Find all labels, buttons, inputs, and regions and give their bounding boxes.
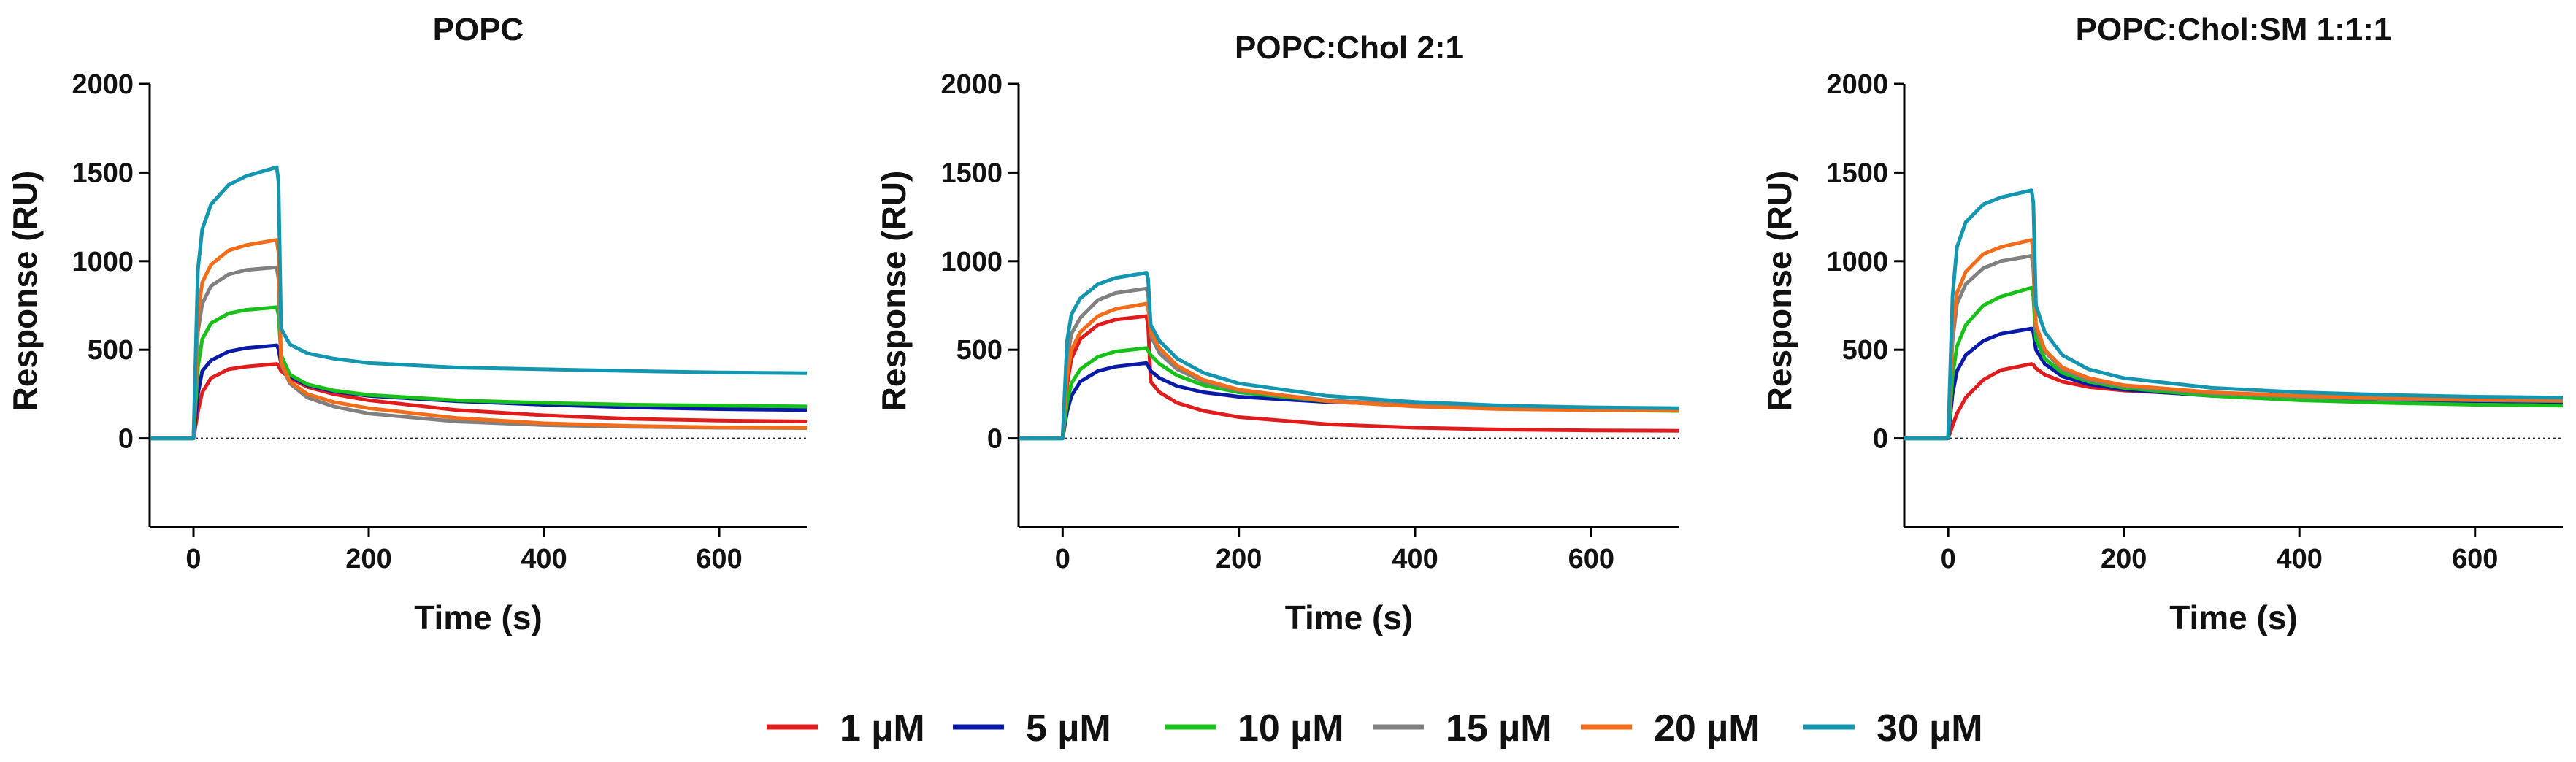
y-axis-label: Response (RU) <box>875 171 913 412</box>
legend-label: 30 µM <box>1877 707 1983 750</box>
legend-label: 15 µM <box>1446 707 1552 750</box>
y-tick-label: 500 <box>88 335 134 366</box>
y-tick-label: 0 <box>1873 424 1888 455</box>
y-tick-label: 1000 <box>72 247 134 277</box>
x-axis-label: Time (s) <box>1285 599 1414 636</box>
chart-title: POPC:Chol 2:1 <box>1235 30 1463 66</box>
series-line-15m <box>1904 254 2564 441</box>
y-axis-label: Response (RU) <box>6 171 44 412</box>
y-tick-label: 1500 <box>72 158 134 188</box>
x-tick-label: 400 <box>1392 544 1438 574</box>
y-tick-label: 2000 <box>72 69 134 100</box>
y-tick-label: 1500 <box>940 158 1003 188</box>
y-tick-label: 500 <box>957 335 1003 366</box>
series-line-20m <box>150 238 808 441</box>
chart-title: POPC <box>433 12 524 47</box>
series-line-15m <box>1019 286 1680 441</box>
x-tick-label: 600 <box>1568 544 1614 574</box>
y-axis-label: Response (RU) <box>1760 171 1798 412</box>
series-line-20m <box>1904 238 2564 441</box>
series-line-5m <box>1904 326 2564 441</box>
series-line-5m <box>150 343 808 441</box>
series-line-20m <box>1019 301 1680 441</box>
y-tick-label: 500 <box>1842 335 1888 366</box>
x-tick-label: 400 <box>2276 544 2322 574</box>
series-line-10m <box>1904 285 2564 441</box>
series-line-30m <box>1904 188 2564 441</box>
y-tick-label: 1000 <box>940 247 1003 277</box>
chart-title: POPC:Chol:SM 1:1:1 <box>2076 12 2392 47</box>
x-tick-label: 200 <box>345 544 391 574</box>
x-tick-label: 600 <box>2452 544 2498 574</box>
x-tick-label: 200 <box>1216 544 1262 574</box>
series-line-30m <box>1019 271 1680 441</box>
series-line-1m <box>150 362 808 441</box>
x-tick-label: 0 <box>1941 544 1956 574</box>
x-tick-label: 400 <box>521 544 567 574</box>
y-tick-label: 0 <box>987 424 1003 455</box>
legend-label: 5 µM <box>1026 707 1111 750</box>
legend-label: 10 µM <box>1238 707 1344 750</box>
legend-label: 1 µM <box>840 707 925 750</box>
x-tick-label: 200 <box>2101 544 2147 574</box>
y-tick-label: 1000 <box>1826 247 1888 277</box>
series-line-1m <box>1019 314 1680 441</box>
x-axis-label: Time (s) <box>414 599 543 636</box>
series-line-30m <box>150 165 808 441</box>
legend-label: 20 µM <box>1654 707 1760 750</box>
y-tick-label: 0 <box>118 424 134 455</box>
legend: 1 µM 5 µM 10 µM 15 µM 20 µM 30 µM <box>767 707 1983 750</box>
y-tick-label: 1500 <box>1826 158 1888 188</box>
x-axis-label: Time (s) <box>2169 599 2298 636</box>
y-tick-label: 2000 <box>940 69 1003 100</box>
y-tick-label: 2000 <box>1826 69 1888 100</box>
chart-panel-1: POPC 0 500 1000 1500 2000 0 200 400 600 Time (s) Re… <box>6 12 808 636</box>
chart-panel-3: POPC:Chol:SM 1:1:1 0 500 1000 1500 2000 0 200 40… <box>1760 12 2564 636</box>
x-tick-label: 0 <box>1055 544 1070 574</box>
x-tick-label: 600 <box>696 544 742 574</box>
chart-panel-2: POPC:Chol 2:1 0 500 1000 1500 2000 0 200 400 600 T… <box>875 30 1680 636</box>
x-tick-label: 0 <box>185 544 201 574</box>
